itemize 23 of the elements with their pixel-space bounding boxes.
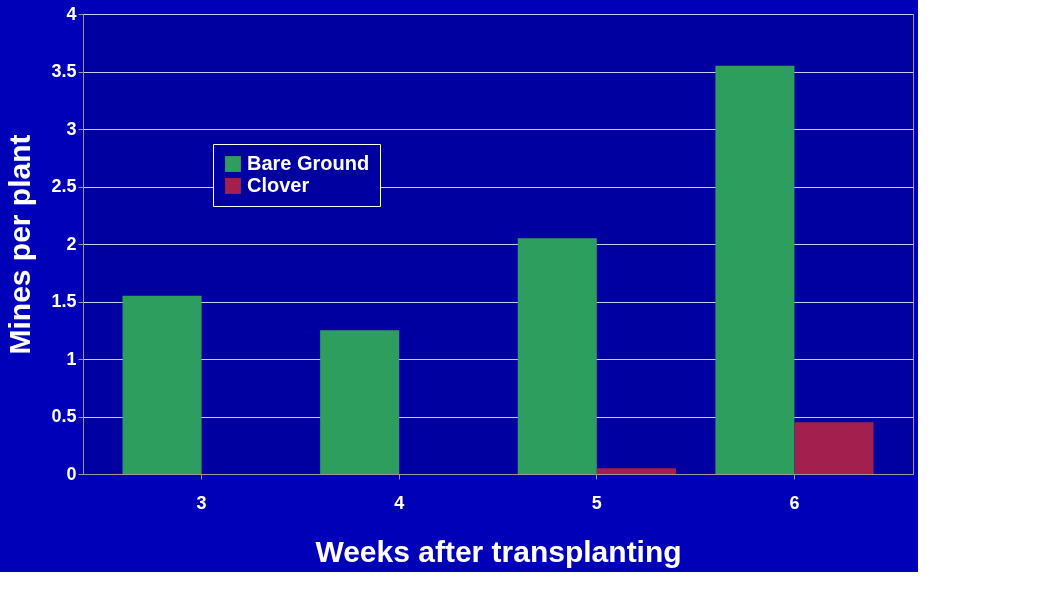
y-tick-label: 4 (66, 3, 77, 24)
legend-label: Bare Ground (247, 152, 370, 174)
bar (596, 468, 676, 474)
y-tick-label: 2 (66, 233, 77, 254)
y-tick-label: 1 (66, 348, 77, 369)
y-tick-label: 3 (66, 118, 77, 139)
bar (794, 422, 874, 474)
x-tick-label: 3 (196, 492, 207, 513)
x-tick-label: 5 (591, 492, 602, 513)
x-tick-label: 6 (789, 492, 800, 513)
y-tick-label: 3.5 (51, 61, 77, 81)
y-axis-title: Mines per plant (3, 134, 37, 355)
y-tick-label: 1.5 (51, 291, 77, 311)
x-axis-title: Weeks after transplanting (315, 534, 682, 568)
bar (715, 65, 795, 474)
y-tick-label: 0.5 (51, 406, 77, 426)
y-tick-label: 2.5 (51, 176, 77, 196)
bar (517, 238, 597, 474)
bar (122, 295, 202, 474)
legend-label: Clover (247, 174, 310, 196)
bar (320, 330, 400, 474)
y-tick-label: 0 (66, 463, 77, 484)
x-tick-label: 4 (394, 492, 405, 513)
